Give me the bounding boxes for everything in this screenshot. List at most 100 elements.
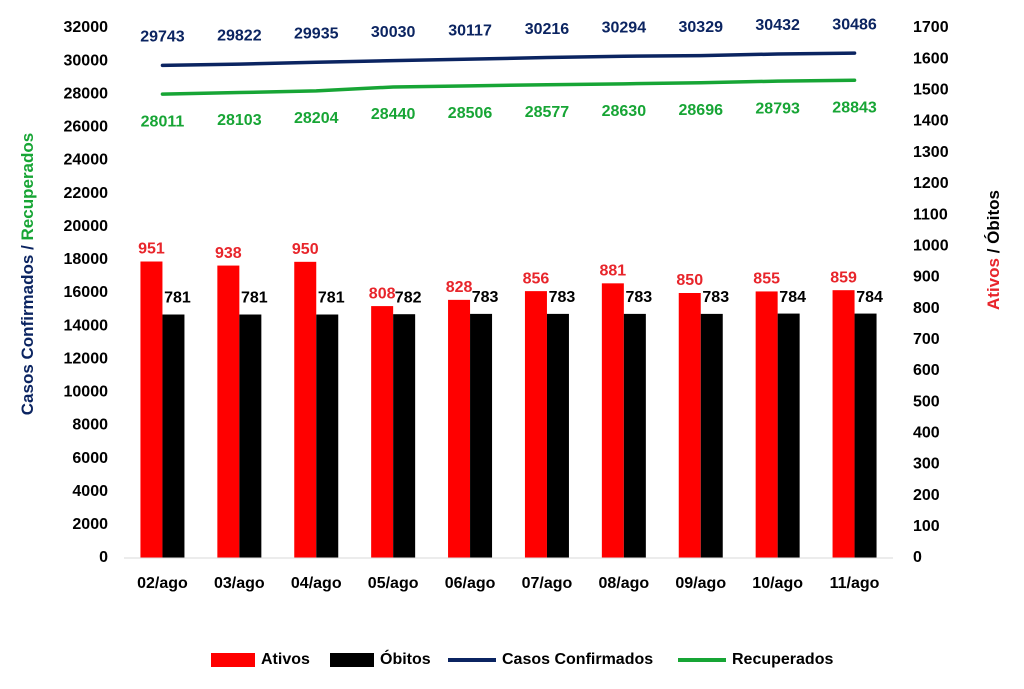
- right-axis-tick-label: 300: [913, 456, 940, 473]
- left-axis-tick-label: 6000: [72, 450, 108, 467]
- data-label-deaths: 781: [318, 290, 345, 307]
- right-axis-tick-label: 200: [913, 487, 940, 504]
- bar-active: [294, 261, 317, 558]
- category-labels: 02/ago 03/ago 04/ago 05/ago 06/ago 07/ago 08/a…: [137, 575, 880, 592]
- line-confirmed: [160, 51, 857, 68]
- bar-deaths: [623, 313, 646, 558]
- bar-active: [524, 291, 547, 558]
- data-label-recovered: 28103: [217, 112, 262, 129]
- right-axis-tick-label: 1700: [913, 19, 949, 36]
- data-label-recovered: 28440: [371, 106, 416, 123]
- legend-swatch: [330, 653, 374, 667]
- left-axis-title-separator: /: [18, 240, 37, 254]
- bar-active: [755, 291, 778, 558]
- right-axis-title-separator: /: [984, 244, 1003, 258]
- data-label-confirmed: 30486: [832, 16, 877, 33]
- bar-deaths: [393, 314, 416, 558]
- bar-active: [217, 265, 240, 558]
- data-label-confirmed: 30117: [448, 22, 492, 39]
- data-label-deaths: 783: [549, 289, 576, 306]
- data-label-confirmed: 29935: [294, 25, 339, 42]
- bar-active: [601, 283, 624, 558]
- legend-item: Óbitos: [330, 649, 431, 668]
- bar-active: [371, 306, 394, 558]
- right-axis-tick-label: 1100: [913, 206, 948, 223]
- left-axis-title-recovered: Recuperados: [18, 133, 37, 241]
- left-axis-tick-label: 4000: [72, 483, 108, 500]
- data-label-active: 859: [830, 269, 857, 286]
- x-axis-category-label: 10/ago: [752, 575, 803, 592]
- data-label-confirmed: 30294: [602, 19, 647, 36]
- bar-deaths: [162, 314, 185, 558]
- left-axis-ticks: 0 2000 4000 6000 8000 10000 12000 14000 16000 180…: [64, 19, 109, 566]
- data-label-deaths: 781: [241, 290, 268, 307]
- bar-deaths: [777, 313, 800, 558]
- right-axis-tick-label: 900: [913, 269, 940, 286]
- left-axis-tick-label: 28000: [64, 85, 109, 102]
- data-label-confirmed: 30216: [525, 21, 570, 38]
- data-label-recovered: 28577: [525, 104, 570, 121]
- right-axis-title-active: Ativos: [984, 258, 1003, 310]
- right-axis-tick-label: 400: [913, 425, 940, 442]
- legend-label: Óbitos: [380, 649, 431, 668]
- x-axis-category-label: 06/ago: [445, 575, 496, 592]
- right-axis-tick-label: 1200: [913, 175, 949, 192]
- bar-deaths: [470, 313, 493, 558]
- x-axis-category-label: 07/ago: [522, 575, 573, 592]
- right-axis-tick-label: 100: [913, 518, 940, 535]
- right-axis-tick-label: 700: [913, 331, 940, 348]
- left-axis-tick-label: 24000: [64, 152, 109, 169]
- data-label-recovered: 28696: [679, 102, 724, 119]
- right-axis-tick-label: 1400: [913, 113, 949, 130]
- left-axis-tick-label: 22000: [64, 185, 109, 202]
- lines-group: [160, 51, 857, 96]
- data-label-confirmed: 30432: [755, 17, 800, 34]
- data-label-deaths: 781: [164, 290, 191, 307]
- data-label-confirmed: 29743: [140, 29, 185, 46]
- bar-deaths: [239, 314, 262, 558]
- bar-active: [678, 293, 701, 558]
- right-axis-tick-label: 500: [913, 393, 940, 410]
- left-axis-tick-label: 20000: [64, 218, 109, 235]
- data-label-active: 828: [446, 279, 473, 296]
- x-axis-category-label: 03/ago: [214, 575, 265, 592]
- left-axis-tick-label: 30000: [64, 52, 109, 69]
- bar-deaths: [546, 313, 569, 558]
- data-label-active: 856: [523, 270, 550, 287]
- left-axis-tick-label: 26000: [64, 119, 109, 136]
- line-recovered: [160, 78, 857, 96]
- left-axis-tick-label: 14000: [64, 317, 109, 334]
- legend-label: Recuperados: [732, 651, 833, 668]
- data-label-deaths: 783: [702, 289, 729, 306]
- bar-active: [832, 290, 855, 558]
- data-label-active: 881: [599, 263, 626, 280]
- data-label-confirmed: 30329: [679, 19, 724, 36]
- right-axis-title-deaths: Óbitos: [984, 190, 1003, 244]
- data-label-active: 950: [292, 241, 319, 258]
- data-label-active: 808: [369, 285, 396, 302]
- data-label-active: 951: [138, 241, 165, 258]
- left-axis-title: Casos Confirmados / Recuperados: [18, 133, 37, 415]
- data-label-deaths: 783: [472, 289, 499, 306]
- right-axis-tick-label: 0: [913, 549, 922, 566]
- legend: Ativos Óbitos Casos Confirmados Recuperados: [211, 649, 833, 668]
- left-axis-tick-label: 0: [99, 549, 108, 566]
- data-label-deaths: 782: [395, 289, 422, 306]
- right-axis-tick-label: 1300: [913, 144, 949, 161]
- data-label-deaths: 784: [856, 289, 883, 306]
- bar-deaths: [854, 313, 877, 558]
- left-axis-tick-label: 16000: [64, 284, 109, 301]
- right-axis-tick-label: 800: [913, 300, 940, 317]
- x-axis-category-label: 05/ago: [368, 575, 419, 592]
- data-label-deaths: 784: [779, 289, 806, 306]
- x-axis-category-label: 09/ago: [675, 575, 726, 592]
- x-axis-category-label: 02/ago: [137, 575, 188, 592]
- data-label-deaths: 783: [625, 289, 652, 306]
- data-labels-group: 951 938 950 808 828 856 881 850 855 859 781 781 781 7…: [138, 16, 883, 306]
- left-axis-tick-label: 8000: [72, 417, 108, 434]
- data-label-active: 855: [753, 271, 780, 288]
- left-axis-title-confirmed: Casos Confirmados: [18, 255, 37, 416]
- data-label-recovered: 28843: [832, 100, 877, 117]
- data-label-recovered: 28630: [602, 103, 647, 120]
